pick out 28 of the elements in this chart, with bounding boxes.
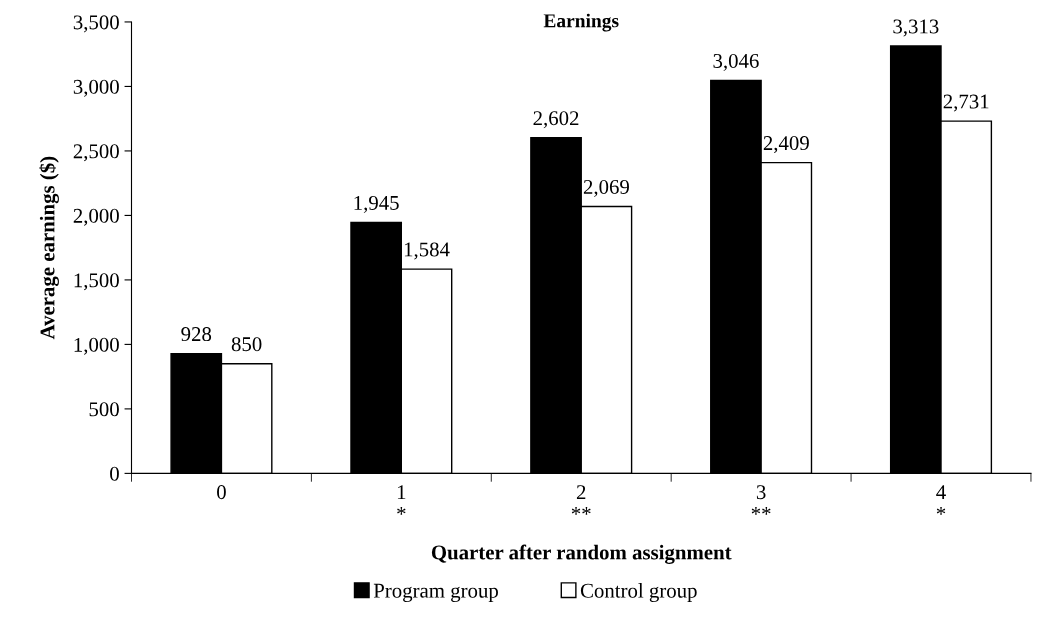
data-label: 3,313 bbox=[893, 19, 939, 37]
y-tick-label: 0 bbox=[110, 466, 119, 481]
y-tick-label: 1,500 bbox=[74, 273, 119, 291]
y-tick-label: 500 bbox=[89, 402, 119, 417]
legend-label: Control group bbox=[580, 583, 697, 602]
chart-title: Earnings bbox=[543, 13, 619, 32]
data-label: 1,584 bbox=[404, 242, 450, 260]
y-tick-label: 3,000 bbox=[73, 79, 119, 97]
data-label: 2,069 bbox=[583, 179, 629, 197]
x-tick-label: 3 ** bbox=[751, 485, 771, 515]
y-tick-label: 3,500 bbox=[73, 15, 119, 33]
x-tick-label: 1 * bbox=[397, 485, 406, 515]
data-label: 3,046 bbox=[713, 53, 759, 71]
data-label: 2,731 bbox=[943, 94, 989, 112]
legend-label: Program group bbox=[373, 583, 498, 602]
data-label: 1,945 bbox=[354, 195, 399, 213]
y-axis-title: Average earnings ($) bbox=[39, 156, 59, 340]
y-tick-label: 2,000 bbox=[73, 208, 119, 226]
y-tick-label: 1,000 bbox=[74, 337, 119, 355]
x-tick-label: 2 ** bbox=[571, 485, 591, 515]
data-label: 850 bbox=[231, 337, 262, 352]
y-tick-label: 2,500 bbox=[73, 144, 119, 162]
data-label: 2,409 bbox=[763, 136, 809, 154]
data-label: 928 bbox=[181, 327, 212, 342]
x-axis-title: Quarter after random assignment bbox=[431, 544, 732, 564]
data-label: 2,602 bbox=[533, 111, 579, 129]
x-tick-label: 0 bbox=[217, 485, 226, 500]
x-tick-label: 4 * bbox=[936, 485, 946, 515]
